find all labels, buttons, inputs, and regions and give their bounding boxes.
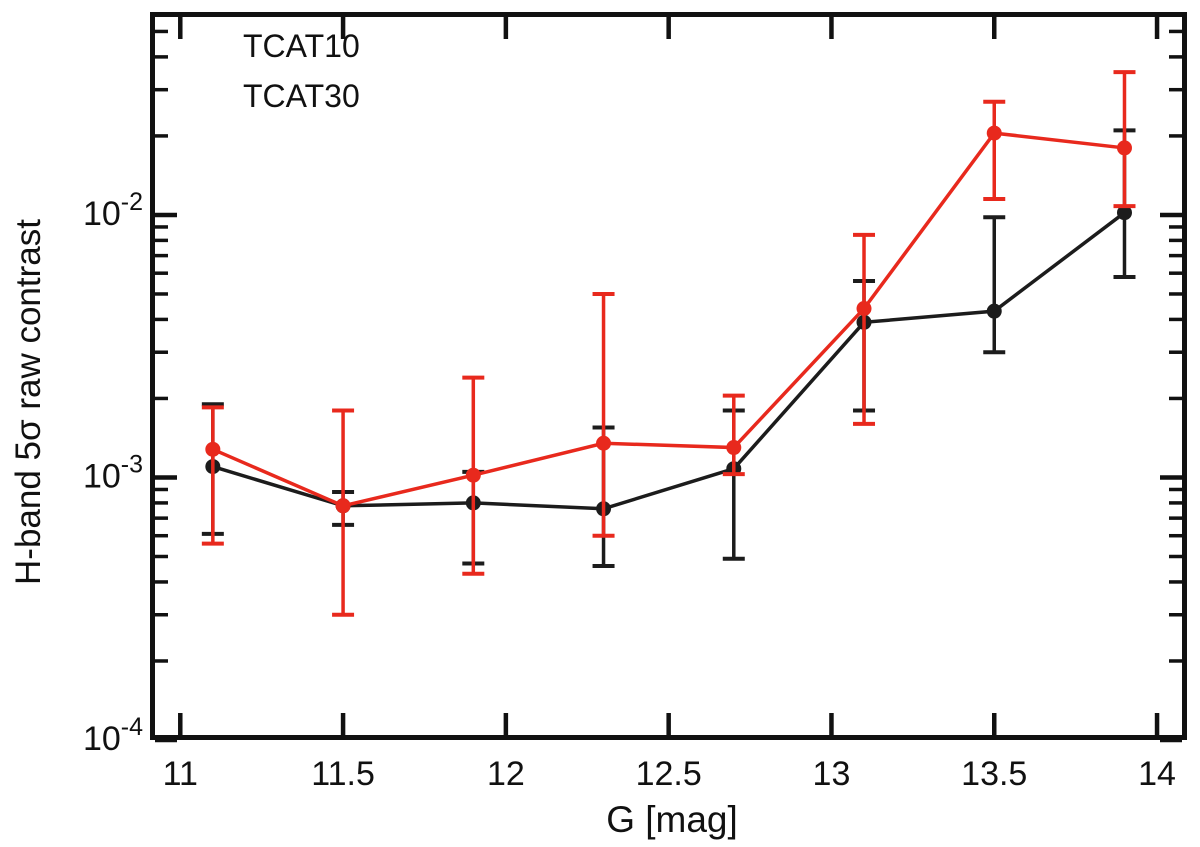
x-tick-label: 11	[163, 755, 198, 793]
data-point	[986, 303, 1002, 319]
data-point	[856, 301, 872, 317]
x-tick-label: 11.5	[311, 755, 375, 793]
legend-label-tcat30: TCAT30	[243, 78, 360, 114]
data-point	[726, 440, 742, 456]
y-axis-label: H-band 5σ raw contrast	[9, 219, 48, 585]
data-point	[335, 498, 351, 514]
data-point	[1116, 140, 1132, 156]
legend-label-tcat10: TCAT10	[243, 28, 360, 64]
data-point	[1116, 205, 1132, 221]
chart-layers: 11 11.5 12 12.5 13 13.5 14 10-4 10-3 10-2	[83, 12, 1187, 793]
x-tick-label: 13.5	[961, 755, 1027, 793]
y-tick-label: 10-2	[83, 188, 143, 233]
y-tick-label: 10-4	[83, 713, 143, 758]
x-tick-label: 12	[487, 755, 525, 793]
series-line	[212, 211, 1126, 511]
x-tick-label: 14	[1138, 755, 1176, 793]
series-line	[212, 131, 1125, 508]
data-point	[465, 467, 481, 483]
data-point	[205, 441, 221, 457]
y-tick-label: 10-3	[83, 450, 143, 495]
data-point	[986, 125, 1002, 141]
x-tick-label: 13	[813, 755, 851, 793]
series-tcat30	[201, 70, 1136, 617]
plot-frame	[150, 12, 1187, 740]
data-point	[596, 435, 612, 451]
x-tick-label: 12.5	[636, 755, 702, 793]
x-axis-label: G [mag]	[606, 799, 738, 840]
